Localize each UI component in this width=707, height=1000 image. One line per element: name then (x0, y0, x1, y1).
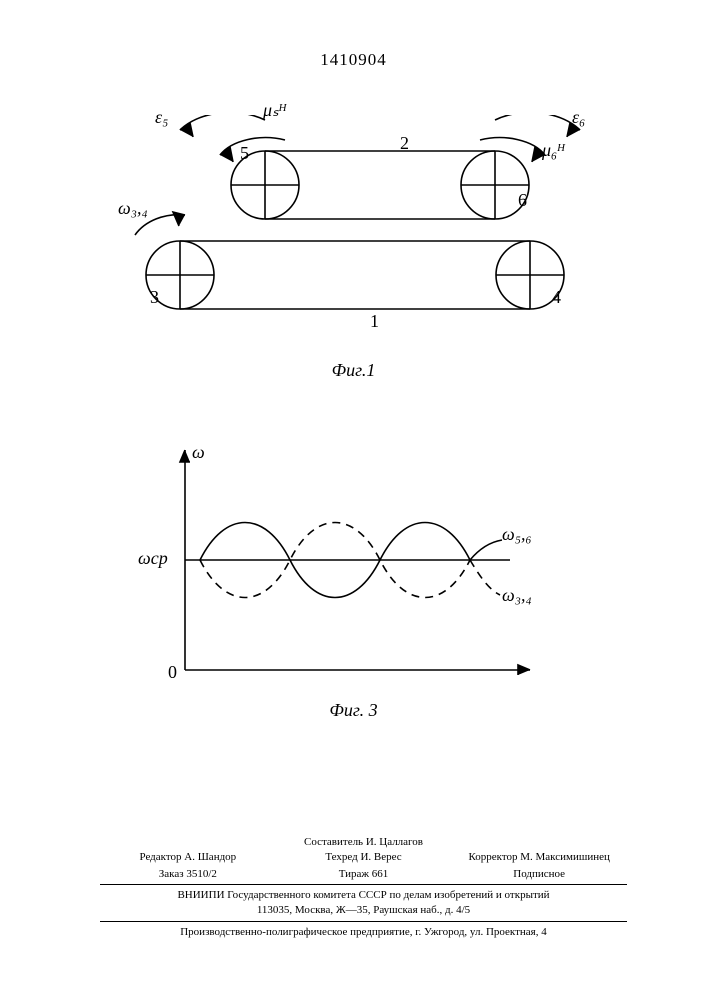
editor: Редактор А. Шандор (100, 850, 276, 865)
imprint-footer: Составитель И. Цаллагов Редактор А. Шанд… (100, 835, 627, 940)
print-row: Заказ 3510/2 Тираж 661 Подписное (100, 867, 627, 882)
axis-origin: 0 (168, 662, 177, 683)
label-4: 4 (552, 287, 561, 308)
label-3: 3 (150, 287, 159, 308)
order: Заказ 3510/2 (100, 867, 276, 882)
org-line-2: 113035, Москва, Ж—35, Раушская наб., д. … (100, 903, 627, 918)
credits-row: Редактор А. Шандор Техред И. Верес Корре… (100, 850, 627, 865)
label-6: 6 (518, 190, 527, 211)
footer-rule-1 (100, 884, 627, 885)
label-w56: ω₅,₆ (502, 524, 532, 545)
label-w34: ω₃,₄ (118, 198, 148, 219)
label-1: 1 (370, 311, 379, 332)
fig3-caption: Фиг. 3 (0, 700, 707, 721)
figure-1: ε₅ μₛᴴ ε₆ μ₆ᴴ ω₃,₄ 5 2 6 3 4 1 (100, 115, 600, 355)
footer-rule-2 (100, 921, 627, 922)
label-w34-chart: ω₃,₄ (502, 585, 532, 606)
org-line-3: Производственно-полиграфическое предприя… (100, 925, 627, 940)
tirazh: Тираж 661 (276, 867, 452, 882)
label-2: 2 (400, 133, 409, 154)
label-5: 5 (240, 143, 249, 164)
label-wcp: ωср (138, 548, 168, 569)
label-eps5: ε₅ (155, 107, 168, 128)
techred: Техред И. Верес (276, 850, 452, 865)
label-mu6: μ₆ᴴ (542, 140, 564, 161)
org-line-1: ВНИИПИ Государственного комитета СССР по… (100, 888, 627, 903)
label-mu5: μₛᴴ (263, 100, 285, 121)
fig1-caption: Фиг.1 (0, 360, 707, 381)
corrector: Корректор М. Максимишинец (451, 850, 627, 865)
figure-3: ω 0 ωср ω₅,₆ ω₃,₄ (130, 420, 570, 690)
fig1-svg (100, 115, 600, 355)
subscr: Подписное (451, 867, 627, 882)
page: 1410904 (0, 0, 707, 1000)
label-eps6: ε₆ (572, 107, 585, 128)
compiler-line: Составитель И. Цаллагов (100, 835, 627, 850)
axis-y-label: ω (192, 442, 205, 463)
document-number: 1410904 (0, 50, 707, 70)
